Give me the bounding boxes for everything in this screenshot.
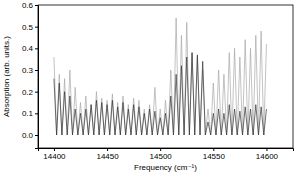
tick-label: 14550	[203, 152, 226, 161]
tick-mark	[266, 148, 267, 151]
tick-mark	[35, 135, 38, 136]
tick-label: 0.6	[22, 1, 34, 10]
tick-mark	[35, 27, 38, 28]
tick-label: 0.3	[22, 66, 34, 75]
tick-label: 14400	[43, 152, 66, 161]
tick: 14550	[203, 148, 226, 161]
x-axis-title: Frequency (cm⁻¹)	[134, 163, 197, 172]
x-axis: 14400 14450 14500 14550 14600	[39, 148, 294, 161]
tick-mark	[35, 113, 38, 114]
axis-line	[39, 149, 294, 152]
tick-mark	[35, 48, 38, 49]
tick: 0.0	[22, 131, 38, 140]
chart: 14400 14450 14500 14550 14600 0.0 0.1 0.2 0.3 0.4…	[0, 0, 301, 173]
tick: 0.2	[22, 88, 38, 97]
tick: 14400	[43, 148, 66, 161]
tick-mark	[160, 148, 161, 151]
plot-frame	[38, 5, 293, 148]
axis-line	[35, 6, 39, 149]
tick-label: 0.1	[22, 109, 34, 118]
tick: 14600	[256, 148, 279, 161]
tick-label: 14450	[96, 152, 119, 161]
tick-mark	[213, 148, 214, 151]
tick: 0.3	[22, 66, 38, 75]
tick-mark	[35, 92, 38, 93]
tick: 0.6	[22, 1, 38, 10]
tick: 0.4	[22, 44, 38, 53]
tick-label: 0.4	[22, 44, 34, 53]
tick-mark	[107, 148, 108, 151]
y-axis: 0.0 0.1 0.2 0.3 0.4 0.5 0.6	[22, 1, 39, 148]
spectrum-line	[54, 53, 266, 135]
tick: 14500	[150, 148, 173, 161]
tick-mark	[54, 148, 55, 151]
tick-label: 0.2	[22, 88, 34, 97]
tick-label: 14600	[256, 152, 279, 161]
spectrum-line	[54, 18, 266, 135]
tick-label: 14500	[150, 152, 173, 161]
tick: 0.5	[22, 23, 38, 32]
tick-label: 0.5	[22, 23, 34, 32]
y-axis-title: Absorption (arb. units.)	[2, 36, 11, 117]
plot-area	[54, 18, 266, 135]
tick-mark	[35, 70, 38, 71]
tick-mark	[35, 5, 38, 6]
tick: 0.1	[22, 109, 38, 118]
tick: 14450	[96, 148, 119, 161]
tick-label: 0.0	[22, 131, 34, 140]
